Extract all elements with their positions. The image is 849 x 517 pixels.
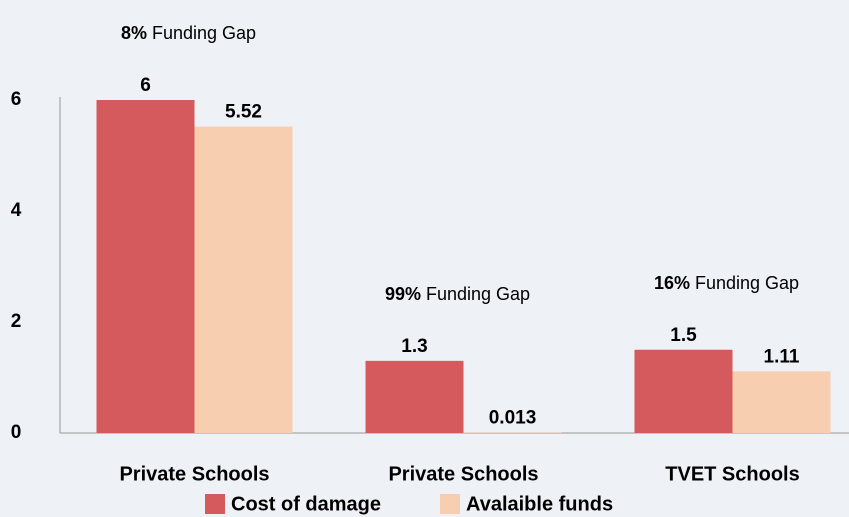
value-label: 6 xyxy=(140,75,151,96)
legend-label: Cost of damage xyxy=(231,493,381,515)
bar xyxy=(732,371,831,433)
annotation: 8% Funding Gap xyxy=(121,23,256,43)
value-label: 0.013 xyxy=(489,407,537,428)
annotation-emphasis: 99% xyxy=(385,284,421,304)
value-label: 1.3 xyxy=(401,336,427,357)
annotation-emphasis: 16% xyxy=(654,273,690,293)
annotation-text: Funding Gap xyxy=(695,273,799,293)
legend-swatch xyxy=(440,494,460,514)
annotation-text: Funding Gap xyxy=(152,23,256,43)
bar xyxy=(365,360,464,433)
x-tick-label: TVET Schools xyxy=(665,463,799,485)
bar xyxy=(634,349,733,433)
value-label: 1.5 xyxy=(670,325,697,346)
value-label: 1.11 xyxy=(764,346,800,367)
y-tick-label: 0 xyxy=(11,422,22,443)
annotation: 99% Funding Gap xyxy=(385,284,530,304)
y-tick-label: 6 xyxy=(11,89,22,110)
x-tick-label: Private Schools xyxy=(388,463,538,485)
legend-label: Avalaible funds xyxy=(466,493,613,515)
y-tick-label: 2 xyxy=(11,311,22,332)
bar xyxy=(96,100,195,433)
bar xyxy=(463,432,562,433)
annotation-text: Funding Gap xyxy=(426,284,530,304)
x-tick-label: Private Schools xyxy=(119,463,269,485)
annotation-emphasis: 8% xyxy=(121,23,147,43)
bar xyxy=(194,126,293,433)
annotation: 16% Funding Gap xyxy=(654,273,799,293)
y-tick-label: 4 xyxy=(11,200,22,221)
value-label: 5.52 xyxy=(225,102,262,123)
legend-swatch xyxy=(205,494,225,514)
